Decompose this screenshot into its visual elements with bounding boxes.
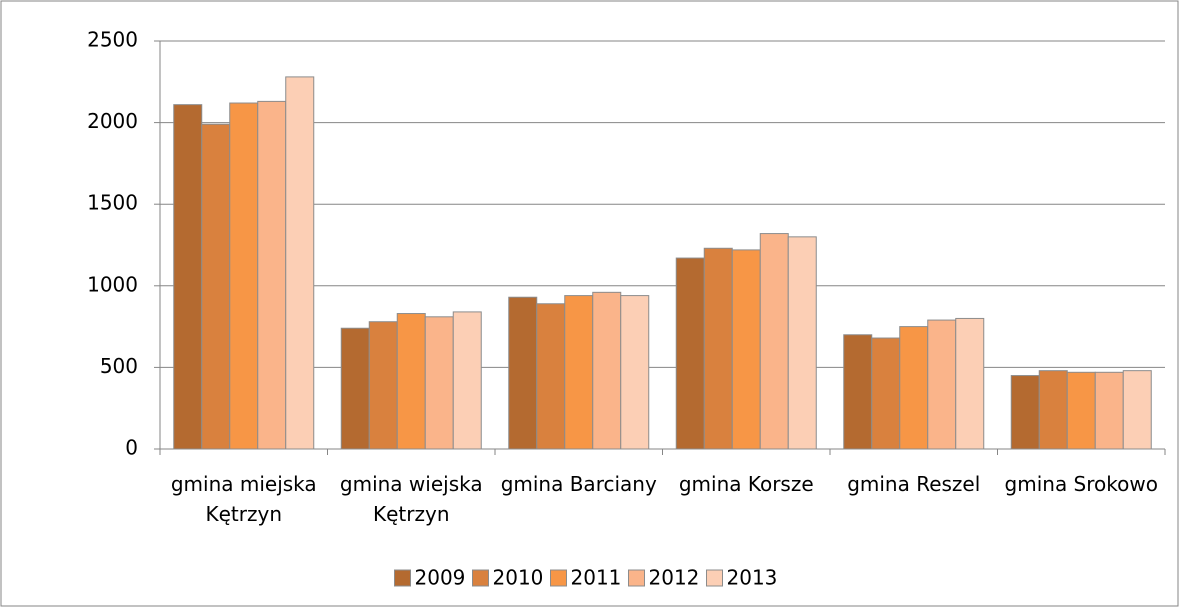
legend-swatch [550,569,567,587]
y-tick-label: 2000 [87,109,138,133]
bar [536,303,566,450]
bar [899,326,929,450]
bar [955,317,985,450]
bar [731,249,761,450]
x-tick-label: gmina Korsze [678,472,814,496]
y-tick-label: 500 [100,354,138,378]
bar [759,233,789,450]
bar [787,236,817,450]
bar [1122,370,1152,450]
legend-swatch [706,569,723,587]
y-tick-label: 0 [125,436,138,460]
bar [592,291,622,450]
bar [843,334,873,450]
bar [1066,371,1096,450]
x-tick-label: gmina wiejska Kętrzyn [339,472,483,526]
legend-label: 2011 [571,566,622,590]
legend-swatch [472,569,489,587]
legend-label: 2010 [493,566,544,590]
bar [424,316,454,450]
bar [871,337,901,450]
y-tick-label: 1500 [87,191,138,215]
x-tick-label: gmina Barciany [500,472,657,496]
bar [703,247,733,450]
bar [1094,371,1124,450]
bar [285,76,315,450]
legend-label: 2009 [415,566,466,590]
bar [257,100,287,450]
legend-swatch [394,569,411,587]
bar [173,104,203,450]
bar [340,327,370,450]
bar [368,321,398,450]
bar [927,319,957,450]
bar [201,123,231,450]
x-tick-label: gmina miejska Kętrzyn [170,472,317,526]
x-tick-label: gmina Reszel [847,472,981,496]
y-tick-label: 2500 [87,28,138,52]
x-tick-label: gmina Srokowo [1004,472,1158,496]
legend-swatch [628,569,645,587]
bar [452,311,482,450]
bar [1010,375,1040,450]
bar [508,296,538,450]
bar [1038,370,1068,450]
legend-label: 2012 [649,566,700,590]
bar [675,257,705,450]
bar [396,313,426,450]
bar [564,295,594,450]
bar [229,102,259,450]
y-tick-label: 1000 [87,272,138,296]
bar [620,295,650,450]
legend-label: 2013 [727,566,778,590]
